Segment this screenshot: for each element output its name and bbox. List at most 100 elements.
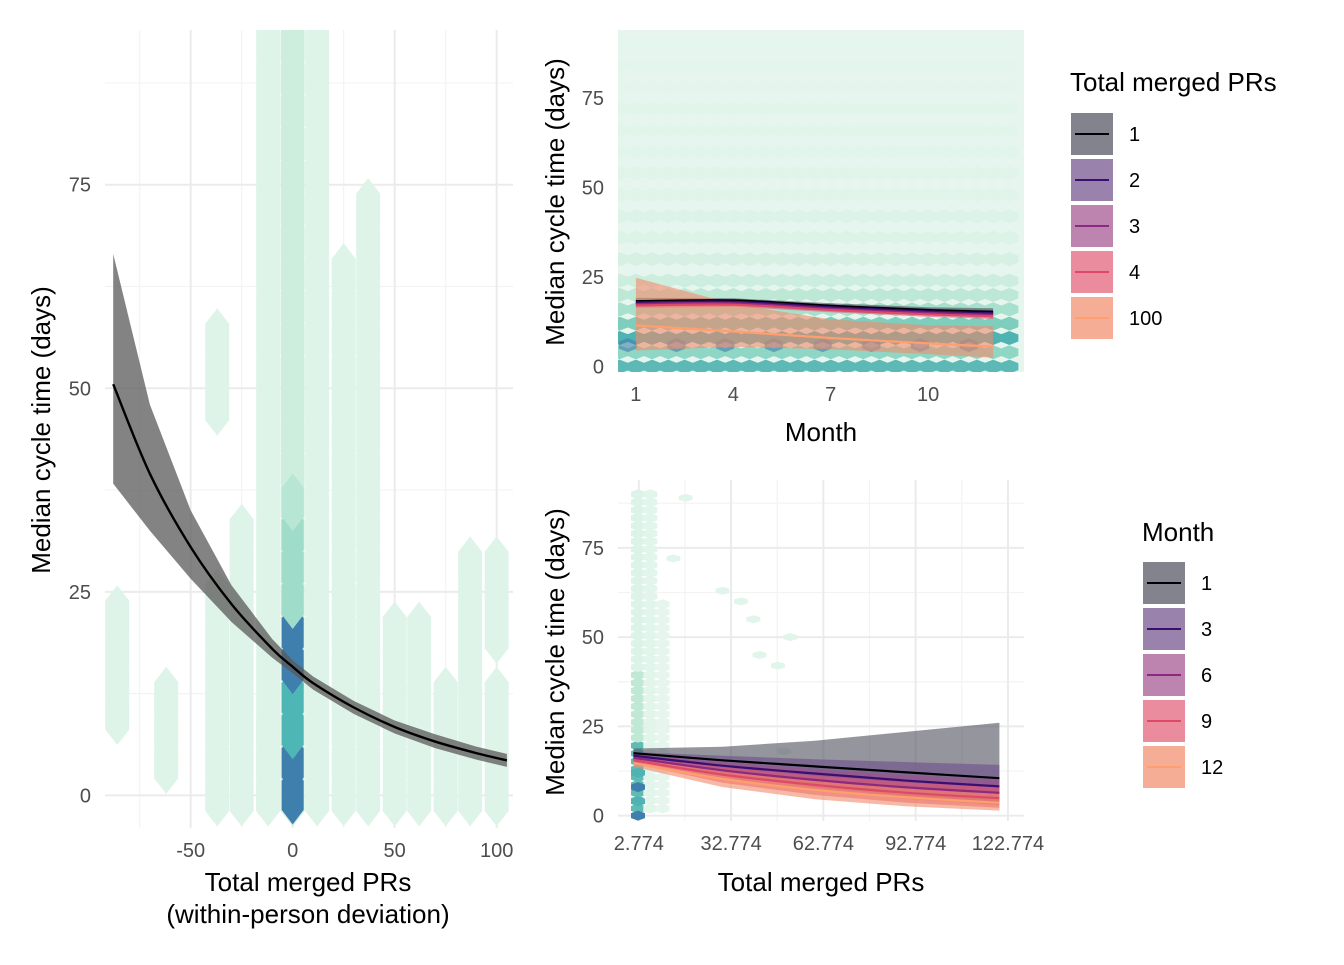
hex-cell (967, 187, 986, 202)
hex-cell (854, 288, 873, 303)
hex-cell (740, 209, 759, 224)
hex-cell (626, 252, 645, 267)
legend-label: 6 (1201, 665, 1212, 687)
hex-cell (967, 288, 986, 303)
hex-cell (643, 772, 658, 783)
hex-cell (724, 359, 743, 372)
hex-cell (837, 144, 856, 159)
hex-cell (870, 209, 889, 224)
hex-cell (655, 724, 670, 735)
y-tick-label: 50 (69, 378, 91, 400)
hex-cell (626, 37, 645, 52)
hex-cell (902, 58, 921, 73)
y-tick-label: 25 (582, 716, 604, 738)
hex-cell (643, 536, 658, 547)
x-tick-label: 100 (480, 840, 513, 862)
hex-cell (655, 662, 670, 673)
hex-cell (708, 166, 727, 181)
hex-cell (630, 559, 645, 570)
hex-cell (618, 273, 629, 288)
hex-cell (655, 779, 670, 790)
hex-cell (643, 787, 658, 798)
hex-cell (789, 187, 808, 202)
hex-cell (675, 359, 694, 372)
hex-cell (675, 58, 694, 73)
hex-cell (854, 37, 873, 52)
hex-cell (805, 288, 824, 303)
hex-cell (643, 630, 658, 641)
hex-cell (724, 209, 743, 224)
hex-cell (630, 614, 645, 625)
hex-cell (886, 209, 905, 224)
hex-cell (752, 650, 767, 659)
hex-cell (886, 101, 905, 116)
hex-cell (854, 58, 873, 73)
hex-cell (630, 638, 645, 649)
hex-cell (935, 252, 954, 267)
hex-cell (655, 795, 670, 806)
hex-cell (734, 597, 749, 606)
hex-cell (229, 503, 254, 566)
tr-lines (635, 299, 994, 348)
hex-cell (630, 646, 645, 657)
hex-cell (821, 37, 840, 52)
hex-cell (919, 288, 938, 303)
hex-cell (659, 37, 678, 52)
hex-cell (837, 166, 856, 181)
hex-cell (708, 80, 727, 95)
y-tick-label: 25 (582, 267, 604, 289)
hex-cell (675, 209, 694, 224)
hex-cell (805, 252, 824, 267)
hex-cell (691, 252, 710, 267)
hex-cell (789, 166, 808, 181)
hex-cell (919, 123, 938, 138)
hex-cell (1000, 288, 1019, 303)
hex-cell (886, 273, 905, 288)
hex-cell (630, 504, 645, 515)
hex-cell (724, 80, 743, 95)
hex-cell (805, 37, 824, 52)
hex-cell (655, 638, 670, 649)
hex-cell (740, 58, 759, 73)
hex-cell (837, 359, 856, 372)
hex-cell (935, 166, 954, 181)
hex-cell (643, 662, 658, 673)
hex-cell (281, 408, 304, 467)
hex-cell (643, 732, 658, 743)
hex-cell (630, 489, 645, 500)
hex-cell (886, 230, 905, 245)
series-line (635, 301, 994, 316)
hex-cell (837, 288, 856, 303)
series-line (633, 754, 1000, 788)
hex-cell (967, 58, 986, 73)
left-x-axis-title: Total merged PRs (205, 867, 412, 897)
hex-cell (870, 273, 889, 288)
hex-cell (407, 601, 432, 664)
hex-cell (870, 123, 889, 138)
hex-cell (675, 252, 694, 267)
hex-cell (484, 536, 509, 599)
hex-cell (655, 607, 670, 618)
hex-cell (618, 316, 629, 331)
hex-cell (984, 359, 1003, 372)
hex-cell (626, 166, 645, 181)
hex-cell (773, 209, 792, 224)
hex-cell (773, 101, 792, 116)
hex-cell (821, 101, 840, 116)
left-lines (112, 383, 508, 762)
hex-cell (630, 599, 645, 610)
hex-cell (756, 101, 775, 116)
hex-cell (870, 359, 889, 372)
hex-cell (655, 693, 670, 704)
hex-cell (789, 37, 808, 52)
hex-cell (886, 288, 905, 303)
left-hex-density (105, 30, 509, 827)
hex-cell (630, 717, 645, 728)
hex-cell (740, 166, 759, 181)
hex-cell (756, 252, 775, 267)
hex-cell (837, 37, 856, 52)
hex-cell (708, 230, 727, 245)
hex-cell (919, 359, 938, 372)
hex-cell (626, 230, 645, 245)
hex-cell (967, 359, 986, 372)
